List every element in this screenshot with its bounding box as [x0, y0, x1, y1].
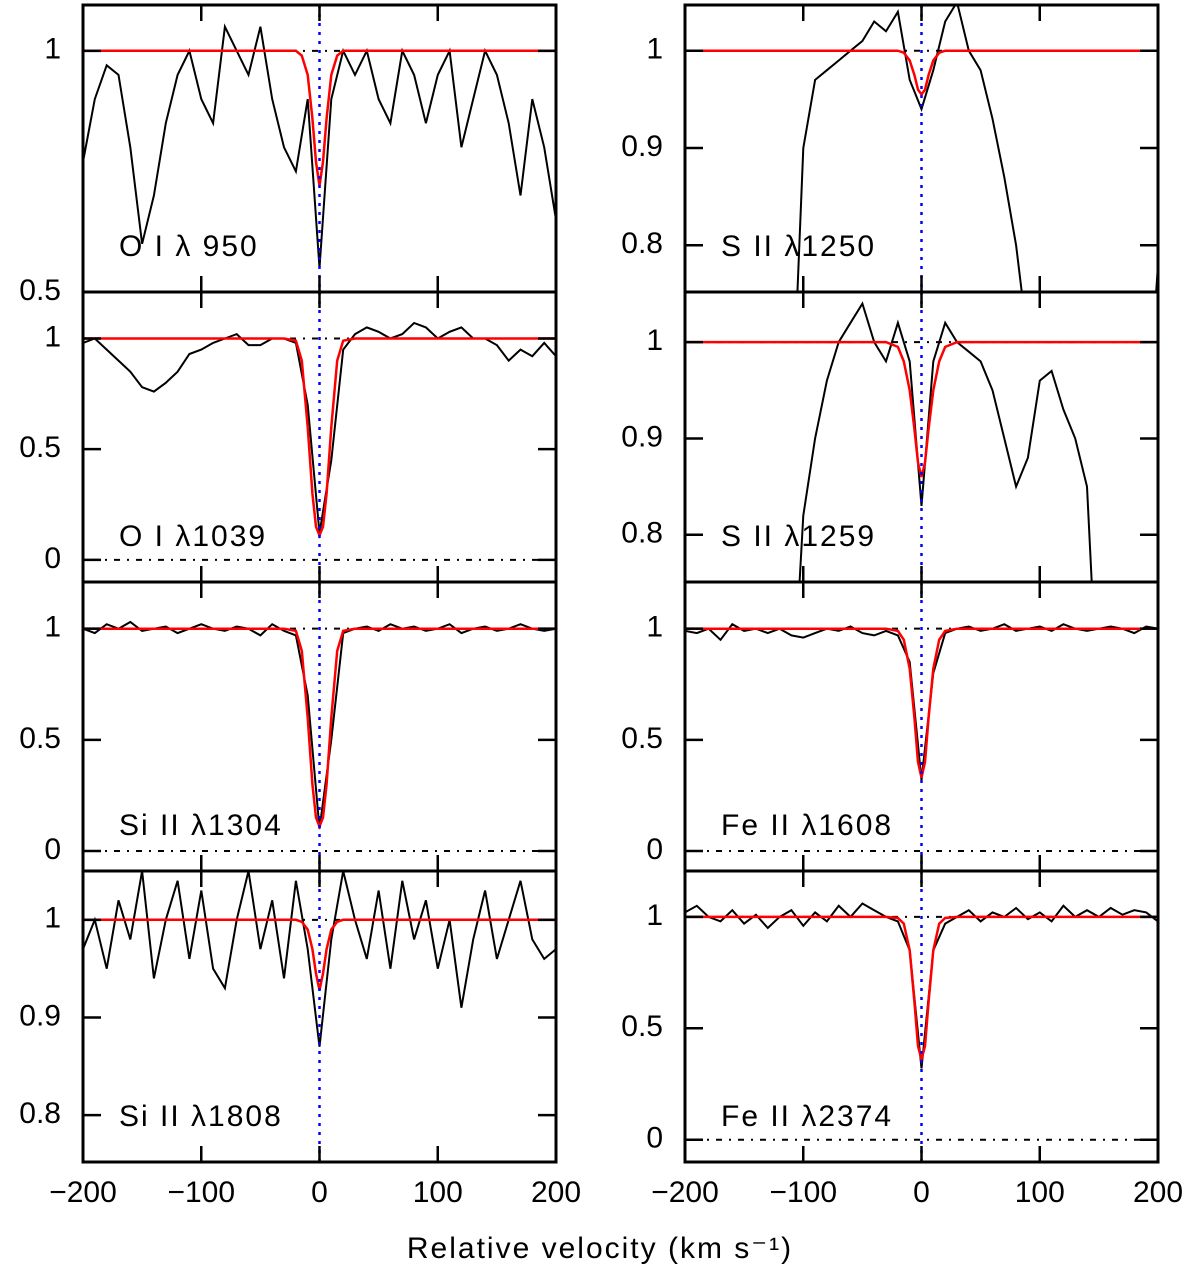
spectrum-line: [798, 301, 1093, 582]
x-tick-label: 200: [1133, 1176, 1183, 1209]
x-tick-label: −200: [651, 1176, 719, 1209]
panel: [685, 622, 1158, 852]
y-tick-label: 1: [646, 899, 663, 932]
spectrum-line: [796, 5, 1158, 292]
fit-line: [685, 915, 1158, 1065]
y-tick-label: 0.5: [19, 722, 61, 755]
y-tick-label: 0.5: [621, 1010, 663, 1043]
y-tick-label: 1: [44, 611, 61, 644]
ion-label: Si II λ1808: [119, 1100, 283, 1133]
x-tick-label: 100: [1015, 1176, 1065, 1209]
y-tick-label: 0: [646, 1122, 663, 1155]
y-tick-label: 0.8: [621, 227, 663, 260]
spectrum-line: [83, 871, 556, 1047]
ion-label: O I λ 950: [119, 230, 259, 263]
x-axis-label: Relative velocity (km s⁻¹): [407, 1232, 793, 1265]
fit-line: [685, 340, 1158, 478]
panel: [685, 902, 1158, 1141]
ion-label: S II λ1259: [721, 520, 876, 553]
y-tick-label: 0.8: [19, 1097, 61, 1130]
y-tick-label: 0: [646, 833, 663, 866]
ion-label: O I λ1039: [119, 520, 267, 553]
y-tick-label: 0.5: [621, 722, 663, 755]
panel: [685, 5, 1158, 292]
x-tick-label: 200: [531, 1176, 581, 1209]
y-tick-label: 0: [44, 833, 61, 866]
y-tick-label: 0.9: [621, 420, 663, 453]
y-tick-label: 1: [44, 320, 61, 353]
spectrum-line: [685, 902, 1158, 1069]
x-tick-label: 0: [913, 1176, 930, 1209]
y-tick-label: 0: [44, 542, 61, 575]
fit-line: [685, 627, 1158, 778]
y-tick-label: 1: [646, 324, 663, 357]
panel: [685, 301, 1158, 582]
fit-line: [83, 49, 556, 187]
y-tick-label: 0.9: [621, 130, 663, 163]
x-tick-label: −200: [49, 1176, 117, 1209]
y-tick-label: 0.5: [19, 274, 61, 307]
x-tick-label: −100: [769, 1176, 837, 1209]
panel: [83, 871, 556, 1047]
y-tick-label: 1: [44, 902, 61, 935]
y-tick-label: 0.8: [621, 517, 663, 550]
ion-label: Si II λ1304: [119, 809, 283, 842]
y-tick-label: 1: [646, 33, 663, 66]
y-tick-label: 0.9: [19, 999, 61, 1032]
x-tick-label: 0: [311, 1176, 328, 1209]
ion-label: S II λ1250: [721, 230, 876, 263]
y-tick-label: 1: [646, 611, 663, 644]
ion-label: Fe II λ1608: [721, 809, 893, 842]
spectrum-line: [83, 620, 556, 829]
x-tick-label: −100: [167, 1176, 235, 1209]
x-tick-label: 100: [413, 1176, 463, 1209]
fit-line: [685, 49, 1158, 97]
y-tick-label: 0.5: [19, 431, 61, 464]
y-tick-label: 1: [44, 33, 61, 66]
ion-label: Fe II λ2374: [721, 1100, 893, 1133]
